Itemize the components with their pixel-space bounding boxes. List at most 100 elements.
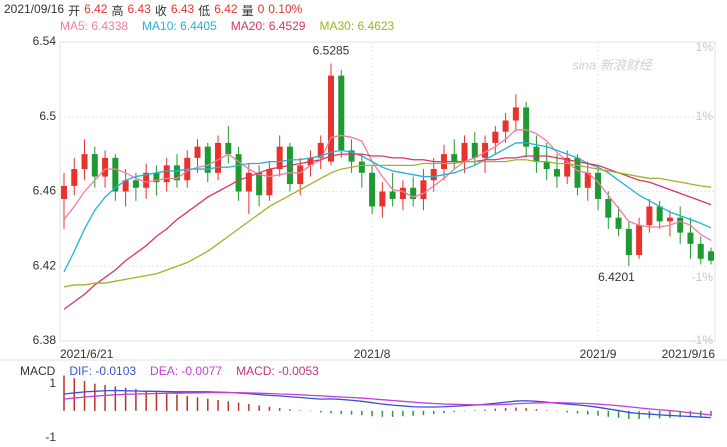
- panel-title: MACD: [20, 364, 56, 378]
- candle-body: [91, 154, 98, 177]
- x-tick-label: 2021/6/21: [60, 347, 114, 361]
- candle-body: [225, 142, 232, 155]
- candle-body: [235, 154, 242, 192]
- y2-tick-label: 1%: [696, 109, 714, 123]
- x-tick-label: 2021/8: [354, 347, 391, 361]
- candle-body: [328, 75, 335, 162]
- candle-body: [194, 146, 201, 158]
- candle-body: [266, 169, 273, 196]
- candle-body: [173, 165, 180, 181]
- candle-body: [276, 146, 283, 170]
- macd-bar: [617, 410, 620, 418]
- y-tick-label: 6.38: [33, 333, 57, 347]
- macd-bar: [576, 410, 579, 414]
- candle-body: [553, 169, 560, 177]
- macd-bar: [535, 409, 538, 411]
- macd-bar: [258, 405, 260, 411]
- candle-body: [163, 165, 170, 183]
- candle-body: [143, 172, 150, 188]
- macd-bar: [104, 385, 106, 411]
- y-tick-label: 1: [49, 376, 56, 390]
- y-tick-label: 6.5: [39, 109, 56, 123]
- macd-bar: [63, 375, 65, 411]
- macd-line: [63, 392, 712, 416]
- candle-body: [317, 142, 324, 158]
- candle-body: [71, 169, 78, 186]
- candle-body: [666, 217, 673, 222]
- min-annotation: 6.4201: [598, 270, 635, 284]
- macd-bar: [124, 387, 127, 411]
- candle-body: [204, 146, 211, 173]
- candle-body: [564, 157, 571, 177]
- macd-bar: [484, 409, 486, 411]
- y2-tick-label: -1%: [692, 333, 714, 347]
- macd-bar: [176, 394, 178, 411]
- ma-legend: MA5: 6.4338 MA10: 6.4405 MA20: 6.4529 MA30:…: [60, 19, 404, 33]
- candle-body: [615, 217, 622, 229]
- macd-bar: [309, 410, 312, 412]
- y2-tick-label: 1%: [696, 40, 714, 54]
- candle-body: [697, 243, 704, 259]
- candle-body: [338, 75, 345, 151]
- macd-bar: [679, 410, 681, 418]
- legend-entry: MA10: 6.4405: [142, 19, 217, 33]
- candle-body: [256, 172, 263, 196]
- macd-bar: [474, 410, 476, 411]
- ma-line: [63, 129, 712, 242]
- legend-entry: MA5: 6.4338: [60, 19, 129, 33]
- macd-bar: [638, 410, 640, 419]
- y-tick-label: 6.54: [33, 34, 57, 48]
- candle-body: [492, 131, 499, 143]
- macd-bar: [289, 409, 291, 411]
- candle-body: [451, 154, 458, 162]
- macd-bar: [391, 410, 394, 417]
- macd-bar: [710, 410, 712, 417]
- macd-bar: [248, 404, 250, 411]
- candle-body: [605, 198, 612, 218]
- candle-body: [122, 180, 129, 192]
- field-value: 6.43: [170, 2, 195, 16]
- y2-tick-label: -1%: [692, 270, 714, 284]
- field-value: 6.42: [84, 2, 108, 16]
- candle-body: [595, 172, 602, 199]
- macd-bar: [186, 395, 188, 411]
- candle-body: [389, 191, 396, 199]
- candle-body: [215, 142, 222, 173]
- macd-bar: [669, 410, 671, 418]
- macd-bar: [155, 391, 158, 411]
- macd-bar: [628, 410, 630, 419]
- candle-body: [297, 165, 304, 185]
- change: 0.10%: [268, 2, 303, 16]
- macd-bar: [196, 397, 199, 411]
- macd-bar: [597, 410, 599, 416]
- field-label: 高: [111, 4, 124, 18]
- candle-body: [369, 172, 376, 207]
- field-label: 开: [68, 4, 81, 18]
- macd-bar: [494, 408, 497, 411]
- macd-bar: [299, 410, 301, 411]
- candle-body: [502, 120, 509, 132]
- x-tick-label: 2021/9/16: [662, 347, 716, 361]
- candle-body: [574, 157, 581, 188]
- candle-body: [430, 169, 437, 181]
- macd-bar: [145, 390, 147, 411]
- candle-body: [625, 228, 632, 256]
- macd-bar: [94, 383, 96, 411]
- candle-body: [420, 180, 427, 199]
- quote-header: 2021/09/16 开 6.42 高 6.43 收 6.43 低 6.42 量 0 0.10%: [4, 2, 302, 19]
- candle-body: [102, 157, 109, 177]
- ma-line: [63, 159, 712, 288]
- macd-bar: [278, 408, 281, 411]
- y-tick-label: -1: [45, 430, 56, 444]
- macd-bar: [350, 410, 353, 415]
- candle-body: [533, 146, 540, 162]
- ma-line: [63, 153, 712, 310]
- candle-body: [358, 161, 365, 173]
- candle-body: [61, 185, 67, 199]
- macd-bar: [545, 410, 548, 411]
- candle-body: [153, 172, 160, 183]
- macd-bar: [525, 408, 527, 411]
- candle-body: [379, 191, 386, 207]
- candle-body: [471, 142, 478, 158]
- candle-body: [461, 142, 468, 162]
